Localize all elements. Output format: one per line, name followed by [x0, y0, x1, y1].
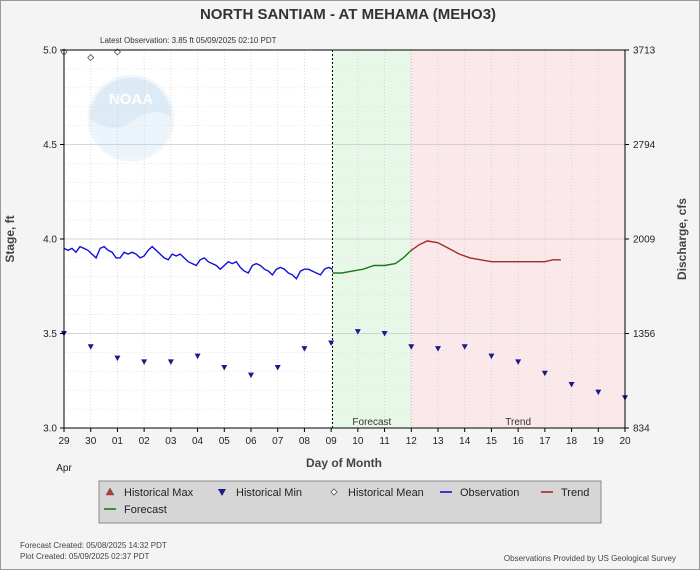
x-tick-label: 03	[165, 436, 177, 447]
region-labels: Forecast Trend	[352, 417, 531, 428]
y-axis-ticks: 3.0 3.5 4.0 4.5 5.0	[43, 46, 64, 435]
y2-tick-label: 3713	[633, 46, 656, 57]
forecast-line	[332, 249, 412, 274]
y-axis-label: Stage, ft	[3, 215, 17, 262]
noaa-logo-text: NOAA	[109, 91, 153, 108]
historical-min-point	[141, 359, 148, 365]
y-tick-label: 5.0	[43, 46, 57, 57]
noaa-logo-icon: NOAA	[87, 74, 175, 162]
x-tick-label: 11	[379, 436, 390, 447]
historical-min-point	[248, 372, 254, 379]
plot-created-text: Plot Created: 05/09/2025 02:37 PDT	[20, 552, 150, 561]
x-tick-label: 07	[272, 436, 284, 447]
historical-min-point	[167, 359, 174, 365]
x-tick-label: 05	[219, 436, 231, 447]
x-month-label: Apr	[56, 463, 72, 474]
series-group	[64, 240, 561, 280]
historical-min-point	[488, 353, 495, 360]
region-label-0: Forecast	[352, 417, 391, 428]
legend: Historical Max Historical Min Historical M…	[104, 487, 589, 516]
historical-mean-point	[87, 53, 95, 62]
x-tick-label: 02	[139, 436, 151, 447]
x-axis-ticks: 29 30 01 02 03 04 05 06 07 08 09 10 11 12 13 14 15 16 17 18…	[58, 428, 631, 447]
historical-min-point	[328, 340, 335, 346]
legend-symbol-historical-max	[105, 487, 115, 496]
legend-label: Historical Max	[124, 487, 194, 499]
historical-min-point	[354, 329, 361, 335]
region-label-1: Trend	[505, 417, 531, 428]
historical-min-point	[194, 353, 201, 360]
historical-min-point	[435, 346, 441, 352]
legend-label: Trend	[561, 487, 589, 499]
x-tick-label: 16	[513, 436, 525, 447]
legend-label: Observation	[460, 487, 519, 499]
legend-symbol-historical-mean	[330, 488, 338, 496]
x-tick-label: 15	[486, 436, 498, 447]
x-tick-label: 12	[406, 436, 418, 447]
x-tick-label: 04	[192, 436, 204, 447]
x-tick-label: 20	[619, 436, 631, 447]
historical-min-point	[274, 365, 281, 371]
legend-label: Historical Min	[236, 487, 302, 499]
legend-label: Historical Mean	[348, 487, 424, 499]
trend-line	[410, 240, 561, 263]
historical-min-point	[461, 344, 468, 350]
x-tick-label: 06	[245, 436, 257, 447]
historical-min-point	[568, 382, 575, 388]
x-axis-label: Day of Month	[306, 456, 382, 470]
grid-lines	[64, 50, 625, 428]
y-tick-label: 3.5	[43, 329, 57, 340]
x-tick-label: 29	[58, 436, 70, 447]
historical-min-point	[87, 344, 94, 350]
x-tick-label: 01	[112, 436, 124, 447]
x-tick-label: 09	[326, 436, 338, 447]
forecast-created-text: Forecast Created: 05/08/2025 14:32 PDT	[20, 541, 167, 550]
y2-tick-label: 1356	[633, 329, 656, 340]
legend-symbol-historical-min	[218, 489, 226, 496]
x-tick-label: 17	[539, 436, 551, 447]
legend-label: Forecast	[124, 504, 167, 516]
y-tick-label: 4.0	[43, 235, 57, 246]
observation-line	[64, 245, 333, 280]
legend-box	[98, 480, 602, 524]
y2-axis-ticks: 834 1356 2009 2794 3713	[625, 46, 656, 435]
y2-tick-label: 2794	[633, 140, 656, 151]
historical-min-point	[381, 331, 388, 337]
historical-min-point	[595, 389, 602, 396]
y2-tick-label: 834	[633, 424, 650, 435]
y2-tick-label: 2009	[633, 235, 656, 246]
chart-title: NORTH SANTIAM - AT MEHAMA (MEHO3)	[200, 6, 496, 23]
x-tick-label: 08	[299, 436, 311, 447]
historical-min-point	[541, 370, 548, 377]
historical-min-point	[114, 355, 121, 362]
historical-min-point	[221, 365, 228, 371]
x-tick-label: 10	[352, 436, 364, 447]
y2-axis-label: Discharge, cfs	[675, 198, 689, 280]
x-tick-label: 13	[432, 436, 444, 447]
historical-min-point	[515, 359, 522, 365]
historical-min-point	[408, 344, 415, 350]
y-tick-label: 4.5	[43, 140, 57, 151]
historical-min-point	[301, 346, 308, 352]
x-tick-label: 30	[85, 436, 97, 447]
chart-subtitle: Latest Observation: 3.85 ft 05/09/2025 0…	[100, 36, 277, 45]
provided-by-text: Observations Provided by US Geological S…	[504, 554, 676, 563]
x-tick-label: 14	[459, 436, 471, 447]
x-tick-label: 19	[593, 436, 605, 447]
y-tick-label: 3.0	[43, 424, 57, 435]
x-tick-label: 18	[566, 436, 578, 447]
